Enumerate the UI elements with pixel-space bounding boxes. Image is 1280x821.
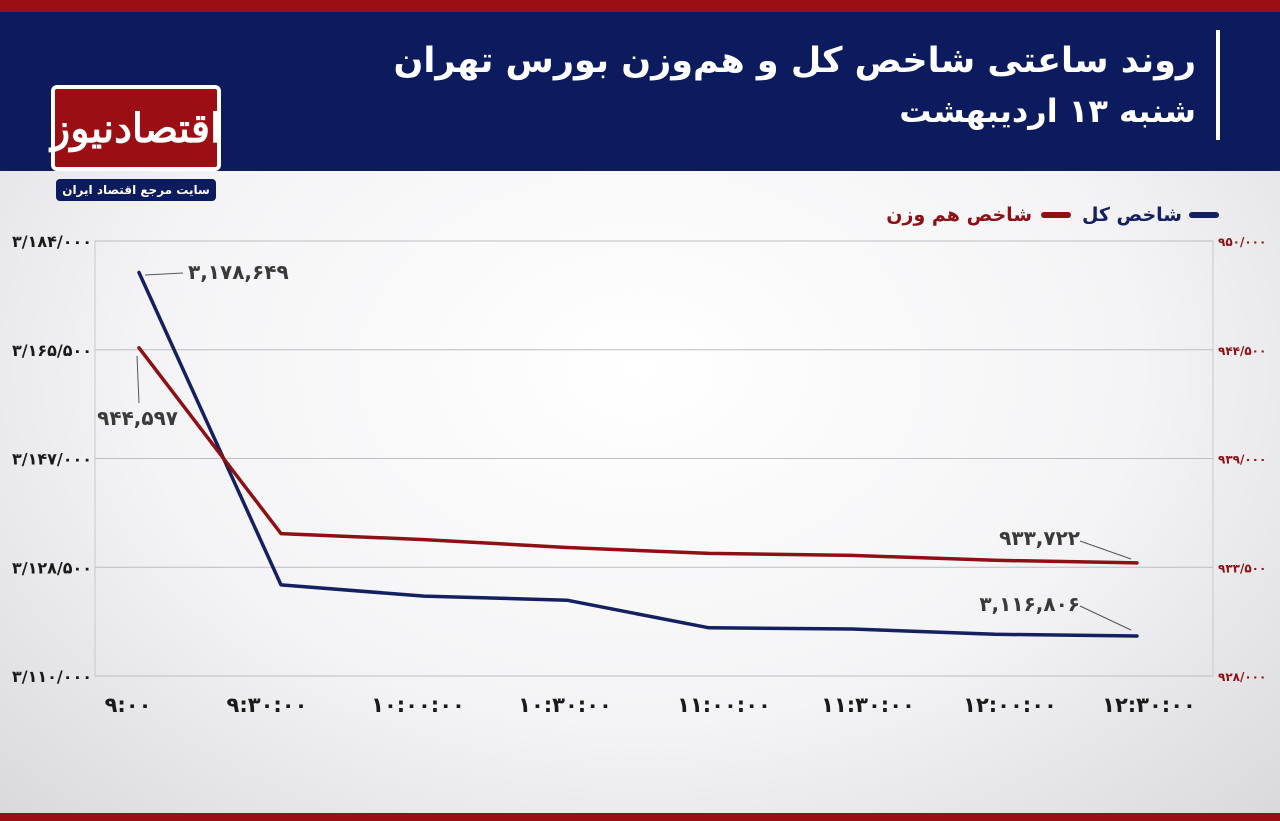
top-accent-bar xyxy=(0,0,1280,12)
data-label: ۳,۱۷۸,۶۴۹ xyxy=(188,260,289,284)
data-label-leader xyxy=(144,272,184,276)
y-right-tick-label: ۹۵۰/۰۰۰ xyxy=(1218,235,1266,249)
series-layer xyxy=(137,270,1139,638)
x-tick-label: ۱۱:۳۰:۰۰ xyxy=(821,693,915,717)
y-left-tick-label: ۳/۱۶۵/۵۰۰ xyxy=(12,341,92,360)
x-tick-label: ۱۱:۰۰:۰۰ xyxy=(677,693,771,717)
data-label-leader xyxy=(136,355,140,404)
chart-title: روند ساعتی شاخص کل و هم‌وزن بورس تهران xyxy=(393,41,1196,81)
y-right-tick-label: ۹۳۹/۰۰۰ xyxy=(1218,453,1266,467)
x-tick-label: ۱۲:۳۰:۰۰ xyxy=(1102,693,1196,717)
legend: شاخص کل شاخص هم وزن xyxy=(886,204,1219,226)
logo-name: اقتصادنیوز xyxy=(50,104,222,152)
grid-layer xyxy=(94,240,1214,677)
y-left-tick-label: ۳/۱۴۷/۰۰۰ xyxy=(12,450,92,469)
legend-label-total: شاخص کل xyxy=(1082,204,1182,226)
x-tick-label: ۱۰:۰۰:۰۰ xyxy=(371,693,465,717)
data-label: ۹۴۴,۵۹۷ xyxy=(97,406,178,430)
title-divider xyxy=(1216,30,1220,140)
data-label: ۹۳۳,۷۲۲ xyxy=(999,526,1080,550)
bottom-accent-bar xyxy=(0,813,1280,821)
y-left-tick-label: ۳/۱۲۸/۵۰۰ xyxy=(12,558,92,577)
x-tick-label: ۹:۳۰:۰۰ xyxy=(227,693,308,717)
y-right-tick-label: ۹۴۴/۵۰۰ xyxy=(1218,344,1266,358)
brand-logo: اقتصادنیوز xyxy=(51,85,221,171)
legend-label-equal: شاخص هم وزن xyxy=(886,204,1032,226)
y-right-tick-label: ۹۲۸/۰۰۰ xyxy=(1218,670,1266,684)
y-left-tick-label: ۳/۱۸۴/۰۰۰ xyxy=(12,232,92,251)
label-layer: ۳,۱۷۸,۶۴۹ ۳,۱۱۶,۸۰۶ ۹۴۴,۵۹۷ ۹۳۳,۷۲۲ xyxy=(97,260,1132,631)
x-tick-label: ۹:۰۰ xyxy=(105,693,152,717)
x-tick-label: ۱۲:۰۰:۰۰ xyxy=(963,693,1057,717)
logo-tagline: سایت مرجع اقتصاد ایران xyxy=(56,179,216,201)
series-line-equal xyxy=(137,346,1139,565)
series-line-total xyxy=(137,270,1139,638)
y-left-tick-label: ۳/۱۱۰/۰۰۰ xyxy=(12,667,92,686)
axis-layer: ۳/۱۱۰/۰۰۰ ۳/۱۲۸/۵۰۰ ۳/۱۴۷/۰۰۰ ۳/۱۶۵/۵۰۰ ۳/۱۸… xyxy=(12,232,1266,717)
data-label-leader xyxy=(1079,540,1132,560)
y-right-tick-label: ۹۳۳/۵۰۰ xyxy=(1218,561,1266,575)
chart-subtitle: شنبه ۱۳ اردیبهشت xyxy=(899,92,1196,130)
data-label-leader xyxy=(1079,605,1132,631)
x-tick-label: ۱۰:۳۰:۰۰ xyxy=(518,693,612,717)
title-block: روند ساعتی شاخص کل و هم‌وزن بورس تهران ش… xyxy=(393,36,1196,136)
data-label: ۳,۱۱۶,۸۰۶ xyxy=(979,592,1080,616)
